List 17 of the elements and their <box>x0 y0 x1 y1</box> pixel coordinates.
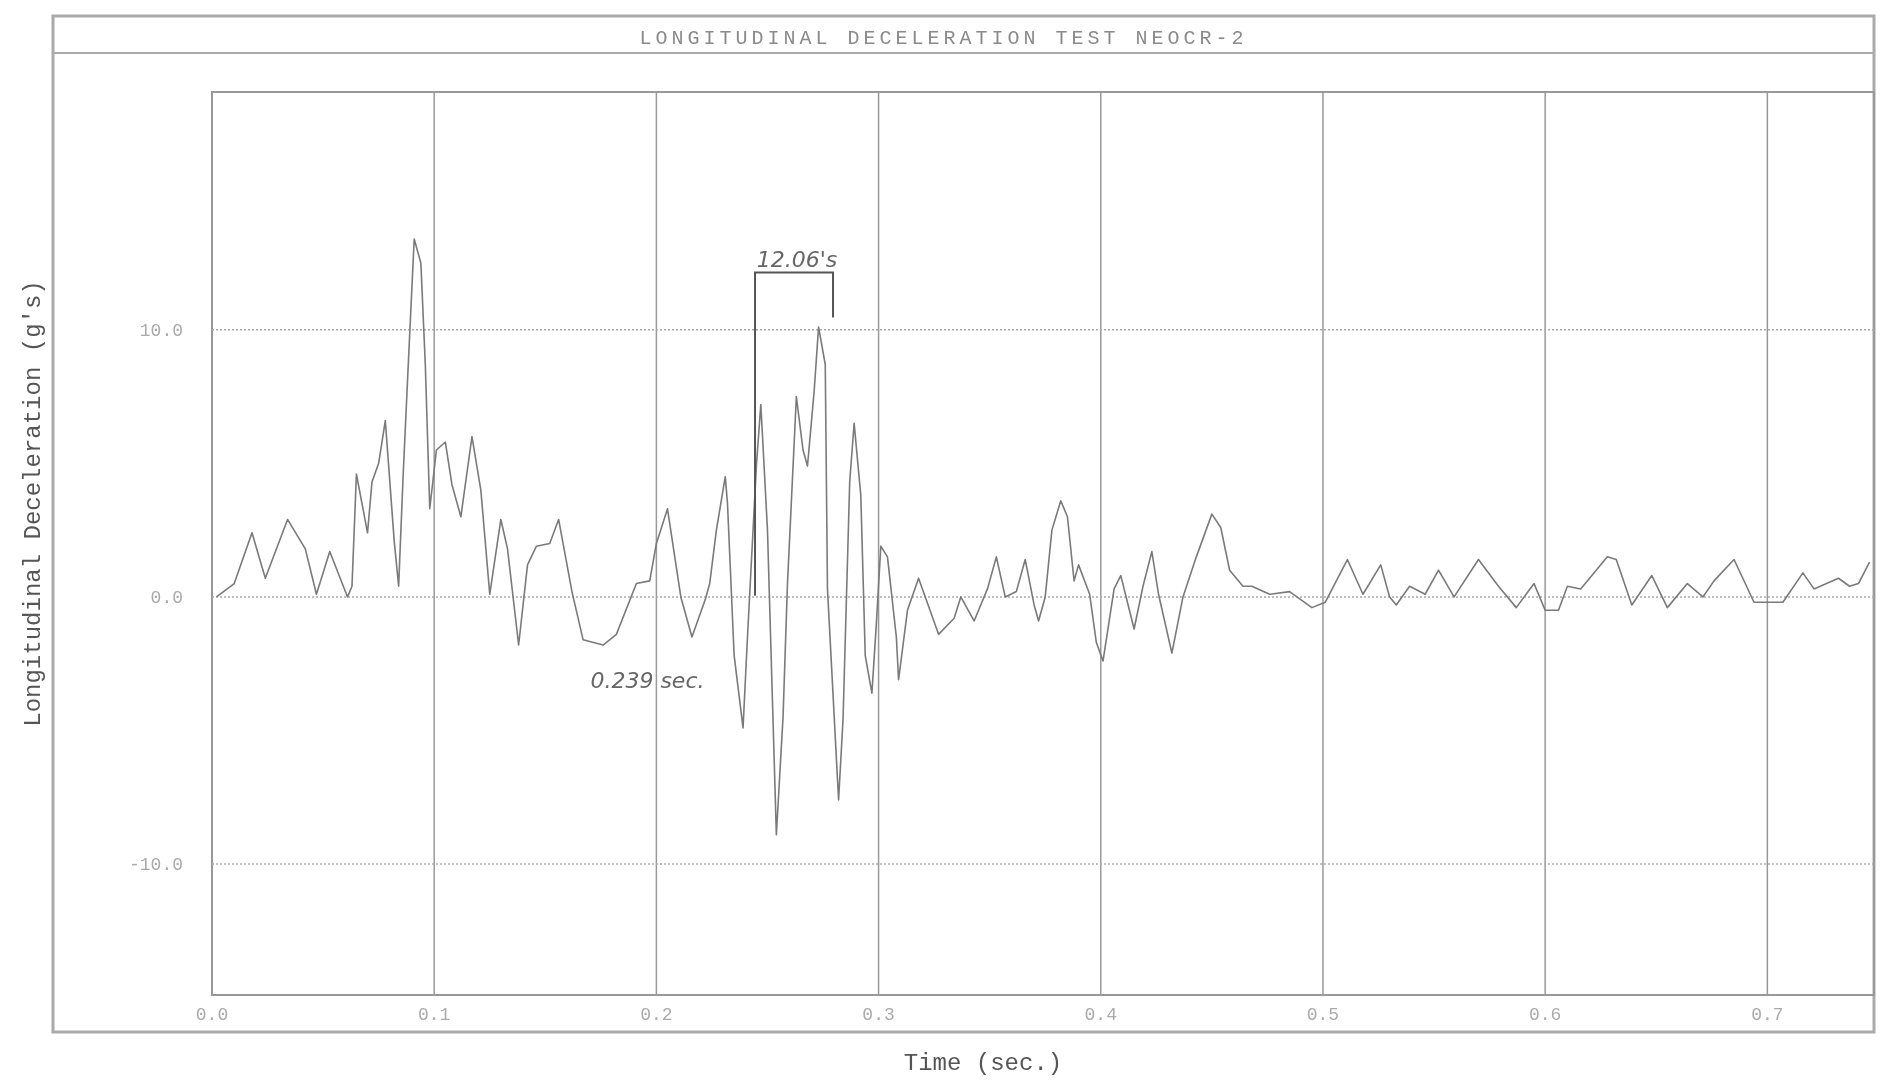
line-series <box>215 238 1871 836</box>
y-tick-label: 0.0 <box>150 588 183 609</box>
annotation: 12.06's <box>756 246 838 272</box>
annotation: 0.239 sec. <box>590 667 705 693</box>
x-tick-label: 0.7 <box>1751 1005 1784 1025</box>
x-axis-title: Time (sec.) <box>903 1050 1063 1077</box>
x-tick-label: 0.2 <box>640 1005 673 1025</box>
y-tick-label: -10.0 <box>128 855 183 876</box>
x-tick-label: 0.0 <box>195 1005 229 1025</box>
x-tick-label: 0.4 <box>1084 1005 1117 1025</box>
x-tick-label: 0.5 <box>1306 1005 1340 1025</box>
y-axis-title: Longitudinal Deceleration (g's) <box>20 280 47 727</box>
chart-title: LONGITUDINAL DECELERATION TEST NEOCR-2 <box>639 27 1248 50</box>
x-tick-label: 0.6 <box>1528 1005 1562 1025</box>
x-tick-label: 0.1 <box>417 1005 451 1025</box>
y-tick-label: 10.0 <box>139 321 183 342</box>
x-tick-label: 0.3 <box>862 1005 895 1025</box>
